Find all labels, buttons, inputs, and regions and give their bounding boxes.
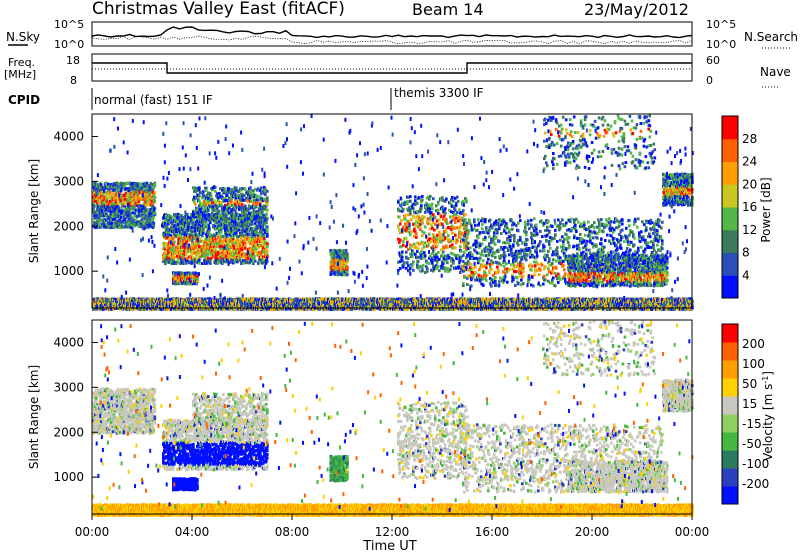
nsky-trace [92,27,692,38]
scatter-cell [201,262,204,265]
nave-label: Nave [760,65,791,79]
scatter-cell [244,244,247,247]
scatter-cell [246,230,249,233]
nave-tick-top: 60 [706,54,720,67]
scatter-cell [148,200,151,203]
scatter-cell [209,221,212,224]
nsearch-tick-top: 10^5 [706,18,736,31]
freq-tick-bottom: 8 [70,74,77,87]
scatter-cell [111,222,114,225]
nave-tick-bottom: 0 [706,74,713,87]
scatter-cell [235,232,238,235]
scatter-cell [225,238,228,241]
nsky-panel [92,22,692,46]
scatter-cell [100,183,103,186]
scatter-cell [185,253,188,256]
scatter-cell [185,262,188,265]
scatter-cell [253,255,256,258]
scatter-cell [154,196,157,199]
nsearch-label: N.Search [744,30,798,44]
scatter-cell [198,262,201,265]
freq-unit-label: [MHz] [4,68,36,81]
scatter-cell [173,241,176,244]
station-title: Christmas Valley East (fitACF) [92,0,345,19]
cpid-label: CPID [8,93,40,107]
scatter-cell [217,251,220,254]
scatter-cell [98,223,101,226]
nsearch-tick-bottom: 10^0 [706,38,736,51]
freq-trace [92,63,692,73]
scatter-cell [228,254,231,257]
nsky-label: N.Sky [6,30,40,44]
scatter-cell [154,211,157,214]
freq-tick-top: 18 [66,54,80,67]
freq-panel [92,54,692,81]
power-scatter [92,114,694,311]
scatter-cell [93,204,96,207]
scatter-cell [254,260,257,263]
scatter-cell [239,259,242,262]
scatter-cell [201,234,204,237]
scatter-cell [210,257,213,260]
scatter-cell [153,216,156,219]
scatter-cell [154,200,157,203]
scatter-cell [192,219,195,222]
scatter-cell [121,225,124,228]
scatter-cell [172,237,175,240]
scatter-cell [109,191,112,194]
scatter-cell [120,189,123,192]
scatter-cell [120,216,123,219]
nsky-tick-bottom: 10^0 [54,38,84,51]
scatter-cell [133,199,136,202]
scatter-cell [204,222,207,225]
scatter-cell [154,183,157,186]
scatter-cell [198,259,201,262]
scatter-cell [209,262,212,265]
scatter-cell [154,191,157,194]
scatter-cell [172,246,175,249]
scatter-cell [220,230,223,233]
scatter-cell [251,223,254,226]
scatter-cell [153,225,156,228]
cpid-themis-label: themis 3300 IF [394,86,484,100]
scatter-cell [217,236,220,239]
scatter-cell [202,229,205,232]
date-label: 23/May/2012 [584,0,689,19]
cpid-normal-label: normal (fast) 151 IF [94,93,213,107]
scatter-cell [199,237,202,240]
radar-plot: Christmas Valley East (fitACF) Beam 14 2… [0,0,800,554]
nsky-tick-top: 10^5 [54,18,84,31]
beam-label: Beam 14 [412,0,484,19]
scatter-cell [251,227,254,230]
